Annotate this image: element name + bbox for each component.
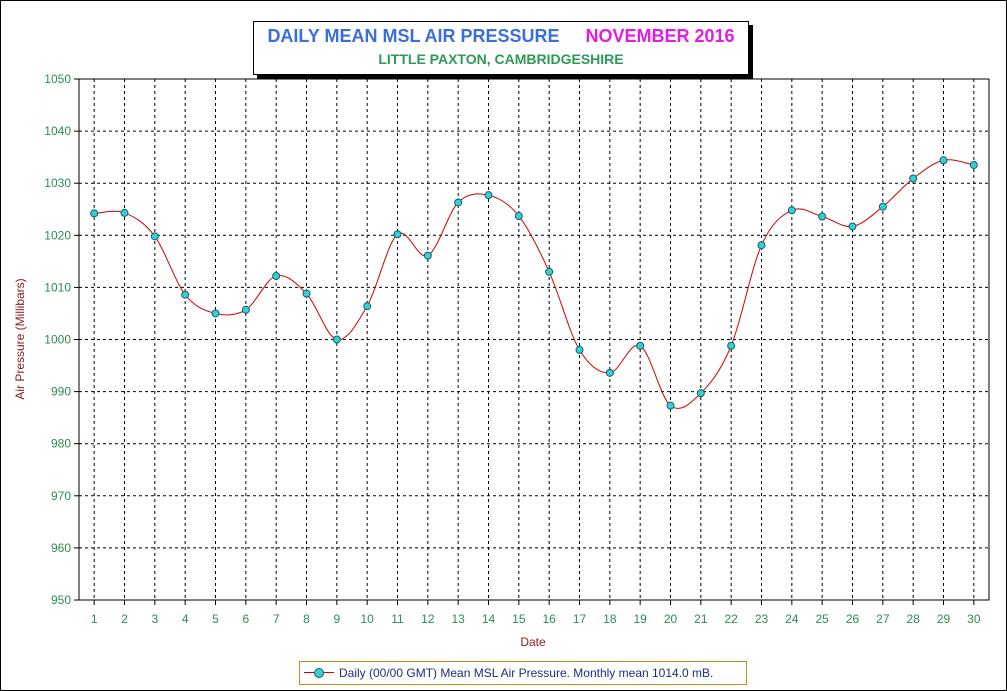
x-tick-label: 30: [967, 612, 981, 626]
x-tick-label: 13: [451, 612, 465, 626]
x-tick-label: 18: [603, 612, 617, 626]
pressure-series-line: [94, 159, 974, 409]
x-tick-label: 26: [846, 612, 860, 626]
x-axis-title: Date: [520, 635, 546, 649]
data-point: [878, 202, 887, 211]
chart-subtitle: LITTLE PAXTON, CAMBRIDGESHIRE: [378, 51, 624, 67]
x-tick-label: 27: [876, 612, 890, 626]
data-point: [757, 241, 766, 250]
data-point: [484, 191, 493, 200]
y-tick-labels: 950 960 970 980 990 1000 1010 1020 1030 1040 1050: [44, 72, 71, 607]
x-tick-labels: 1 2 3 4 5 6 7 8 9 10 11 12 13 14 15 16 17 18 19 20 21 22 23 24 2…: [91, 612, 981, 626]
data-point: [302, 289, 311, 298]
data-point: [545, 267, 554, 276]
x-tick-label: 7: [273, 612, 280, 626]
x-tick-label: 5: [212, 612, 219, 626]
data-point: [363, 302, 372, 311]
x-tick-label: 1: [91, 612, 98, 626]
x-tick-label: 17: [573, 612, 587, 626]
x-tick-label: 23: [755, 612, 769, 626]
y-tick-label: 980: [51, 437, 71, 451]
y-tick-label: 1000: [44, 333, 71, 347]
y-tick-label: 1020: [44, 228, 71, 242]
data-point: [211, 309, 220, 318]
x-tick-label: 24: [785, 612, 799, 626]
title-box: DAILY MEAN MSL AIR PRESSURE NOVEMBER 2016…: [253, 21, 749, 75]
legend-marker-icon: [314, 668, 324, 678]
x-tick-label: 22: [724, 612, 738, 626]
y-tick-label: 1040: [44, 124, 71, 138]
x-tick-label: 21: [694, 612, 708, 626]
y-tick-label: 950: [51, 593, 71, 607]
x-tick-label: 2: [121, 612, 128, 626]
data-point: [241, 305, 250, 314]
data-point: [332, 335, 341, 344]
y-tick-label: 970: [51, 489, 71, 503]
x-tick-label: 10: [360, 612, 374, 626]
x-tick-label: 20: [664, 612, 678, 626]
x-tick-label: 6: [242, 612, 249, 626]
data-point: [90, 209, 99, 218]
x-tick-label: 9: [333, 612, 340, 626]
data-point: [514, 212, 523, 221]
data-point: [120, 208, 129, 217]
y-tick-label: 1010: [44, 280, 71, 294]
x-tick-label: 8: [303, 612, 310, 626]
x-tick-label: 11: [391, 612, 404, 626]
data-point: [969, 160, 978, 169]
x-tick-label: 25: [815, 612, 829, 626]
data-point: [696, 389, 705, 398]
data-point: [150, 232, 159, 241]
data-point-markers: [90, 156, 978, 410]
data-point: [272, 271, 281, 280]
y-tick-label: 1030: [44, 176, 71, 190]
data-point: [181, 290, 190, 299]
y-tick-label: 1050: [44, 72, 71, 86]
y-tick-label: 990: [51, 385, 71, 399]
x-tick-label: 19: [633, 612, 647, 626]
y-axis-title: Air Pressure (Millibars): [13, 278, 27, 399]
data-point: [909, 174, 918, 183]
x-tick-label: 16: [542, 612, 556, 626]
x-tick-label: 14: [482, 612, 496, 626]
plot-area-border: [78, 78, 990, 601]
y-tick-label: 960: [51, 541, 71, 555]
data-point: [636, 341, 645, 350]
grid-layer: [74, 78, 989, 605]
data-point: [575, 345, 584, 354]
chart-period: NOVEMBER 2016: [585, 26, 735, 46]
x-tick-label: 12: [421, 612, 435, 626]
x-tick-label: 28: [906, 612, 920, 626]
data-point: [939, 156, 948, 165]
data-point: [393, 230, 402, 239]
data-point: [666, 401, 675, 410]
data-point: [727, 341, 736, 350]
legend: Daily (00/00 GMT) Mean MSL Air Pressure.…: [299, 661, 747, 685]
x-tick-label: 15: [512, 612, 526, 626]
x-tick-label: 3: [151, 612, 158, 626]
data-point: [454, 198, 463, 207]
chart-title: DAILY MEAN MSL AIR PRESSURE: [267, 26, 560, 46]
title-line: DAILY MEAN MSL AIR PRESSURE NOVEMBER 2016: [254, 26, 748, 47]
x-tick-label: 29: [937, 612, 951, 626]
data-point: [423, 251, 432, 260]
x-tick-label: 4: [182, 612, 189, 626]
data-point: [818, 212, 827, 221]
data-point: [848, 222, 857, 231]
data-point: [787, 206, 796, 215]
data-point: [605, 368, 614, 377]
legend-label: Daily (00/00 GMT) Mean MSL Air Pressure.…: [339, 666, 714, 680]
